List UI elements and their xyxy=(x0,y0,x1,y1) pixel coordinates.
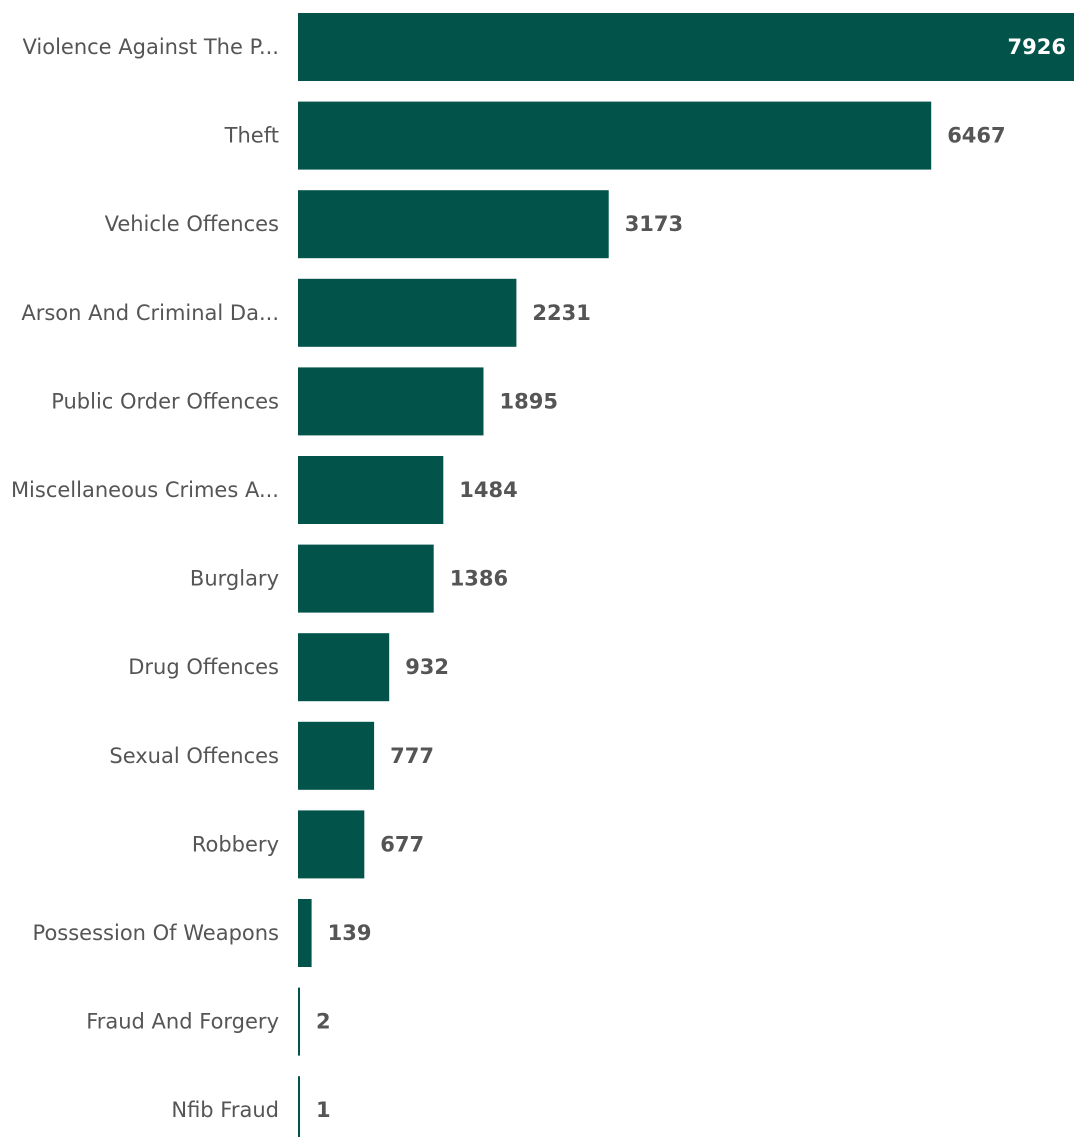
data-label: 1386 xyxy=(450,567,508,591)
data-label: 1484 xyxy=(459,478,517,502)
category-label: Vehicle Offences xyxy=(105,212,279,236)
bar xyxy=(298,101,932,170)
data-label: 7926 xyxy=(1008,35,1066,59)
data-label: 1895 xyxy=(500,389,558,413)
category-label: Theft xyxy=(224,124,279,148)
bar xyxy=(298,278,517,347)
category-label: Miscellaneous Crimes A... xyxy=(11,478,279,502)
data-label: 677 xyxy=(380,832,424,856)
category-label: Robbery xyxy=(192,832,279,856)
data-label: 2 xyxy=(316,1010,331,1034)
bar xyxy=(298,721,375,790)
data-label: 932 xyxy=(405,655,449,679)
bar xyxy=(298,544,434,613)
category-label: Burglary xyxy=(190,567,279,591)
bar xyxy=(298,987,300,1056)
category-label: Drug Offences xyxy=(128,655,279,679)
bar xyxy=(298,13,1074,81)
category-label: Public Order Offences xyxy=(51,389,279,413)
category-label: Arson And Criminal Da... xyxy=(21,301,279,325)
data-label: 1 xyxy=(316,1098,331,1122)
category-labels: Violence Against The P... Theft Vehicle Of… xyxy=(11,35,279,1122)
bar xyxy=(298,190,609,259)
category-label: Sexual Offences xyxy=(109,744,279,768)
bar xyxy=(298,367,484,436)
data-label: 3173 xyxy=(625,212,683,236)
data-label: 2231 xyxy=(532,301,590,325)
category-label: Fraud And Forgery xyxy=(86,1010,279,1034)
data-label: 139 xyxy=(328,921,372,945)
data-label: 6467 xyxy=(947,124,1005,148)
value-labels: 7926 6467 3173 2231 1895 1484 1386 932 777 677 139… xyxy=(316,35,1066,1122)
bar xyxy=(298,1076,300,1137)
bar xyxy=(298,633,390,702)
bars-layer xyxy=(298,13,1074,1137)
bar xyxy=(298,456,444,524)
category-label: Nfib Fraud xyxy=(171,1098,279,1122)
data-label: 777 xyxy=(390,744,434,768)
category-label: Possession Of Weapons xyxy=(33,921,279,945)
bar xyxy=(298,810,365,879)
category-label: Violence Against The P... xyxy=(22,35,279,59)
bar xyxy=(298,899,312,967)
